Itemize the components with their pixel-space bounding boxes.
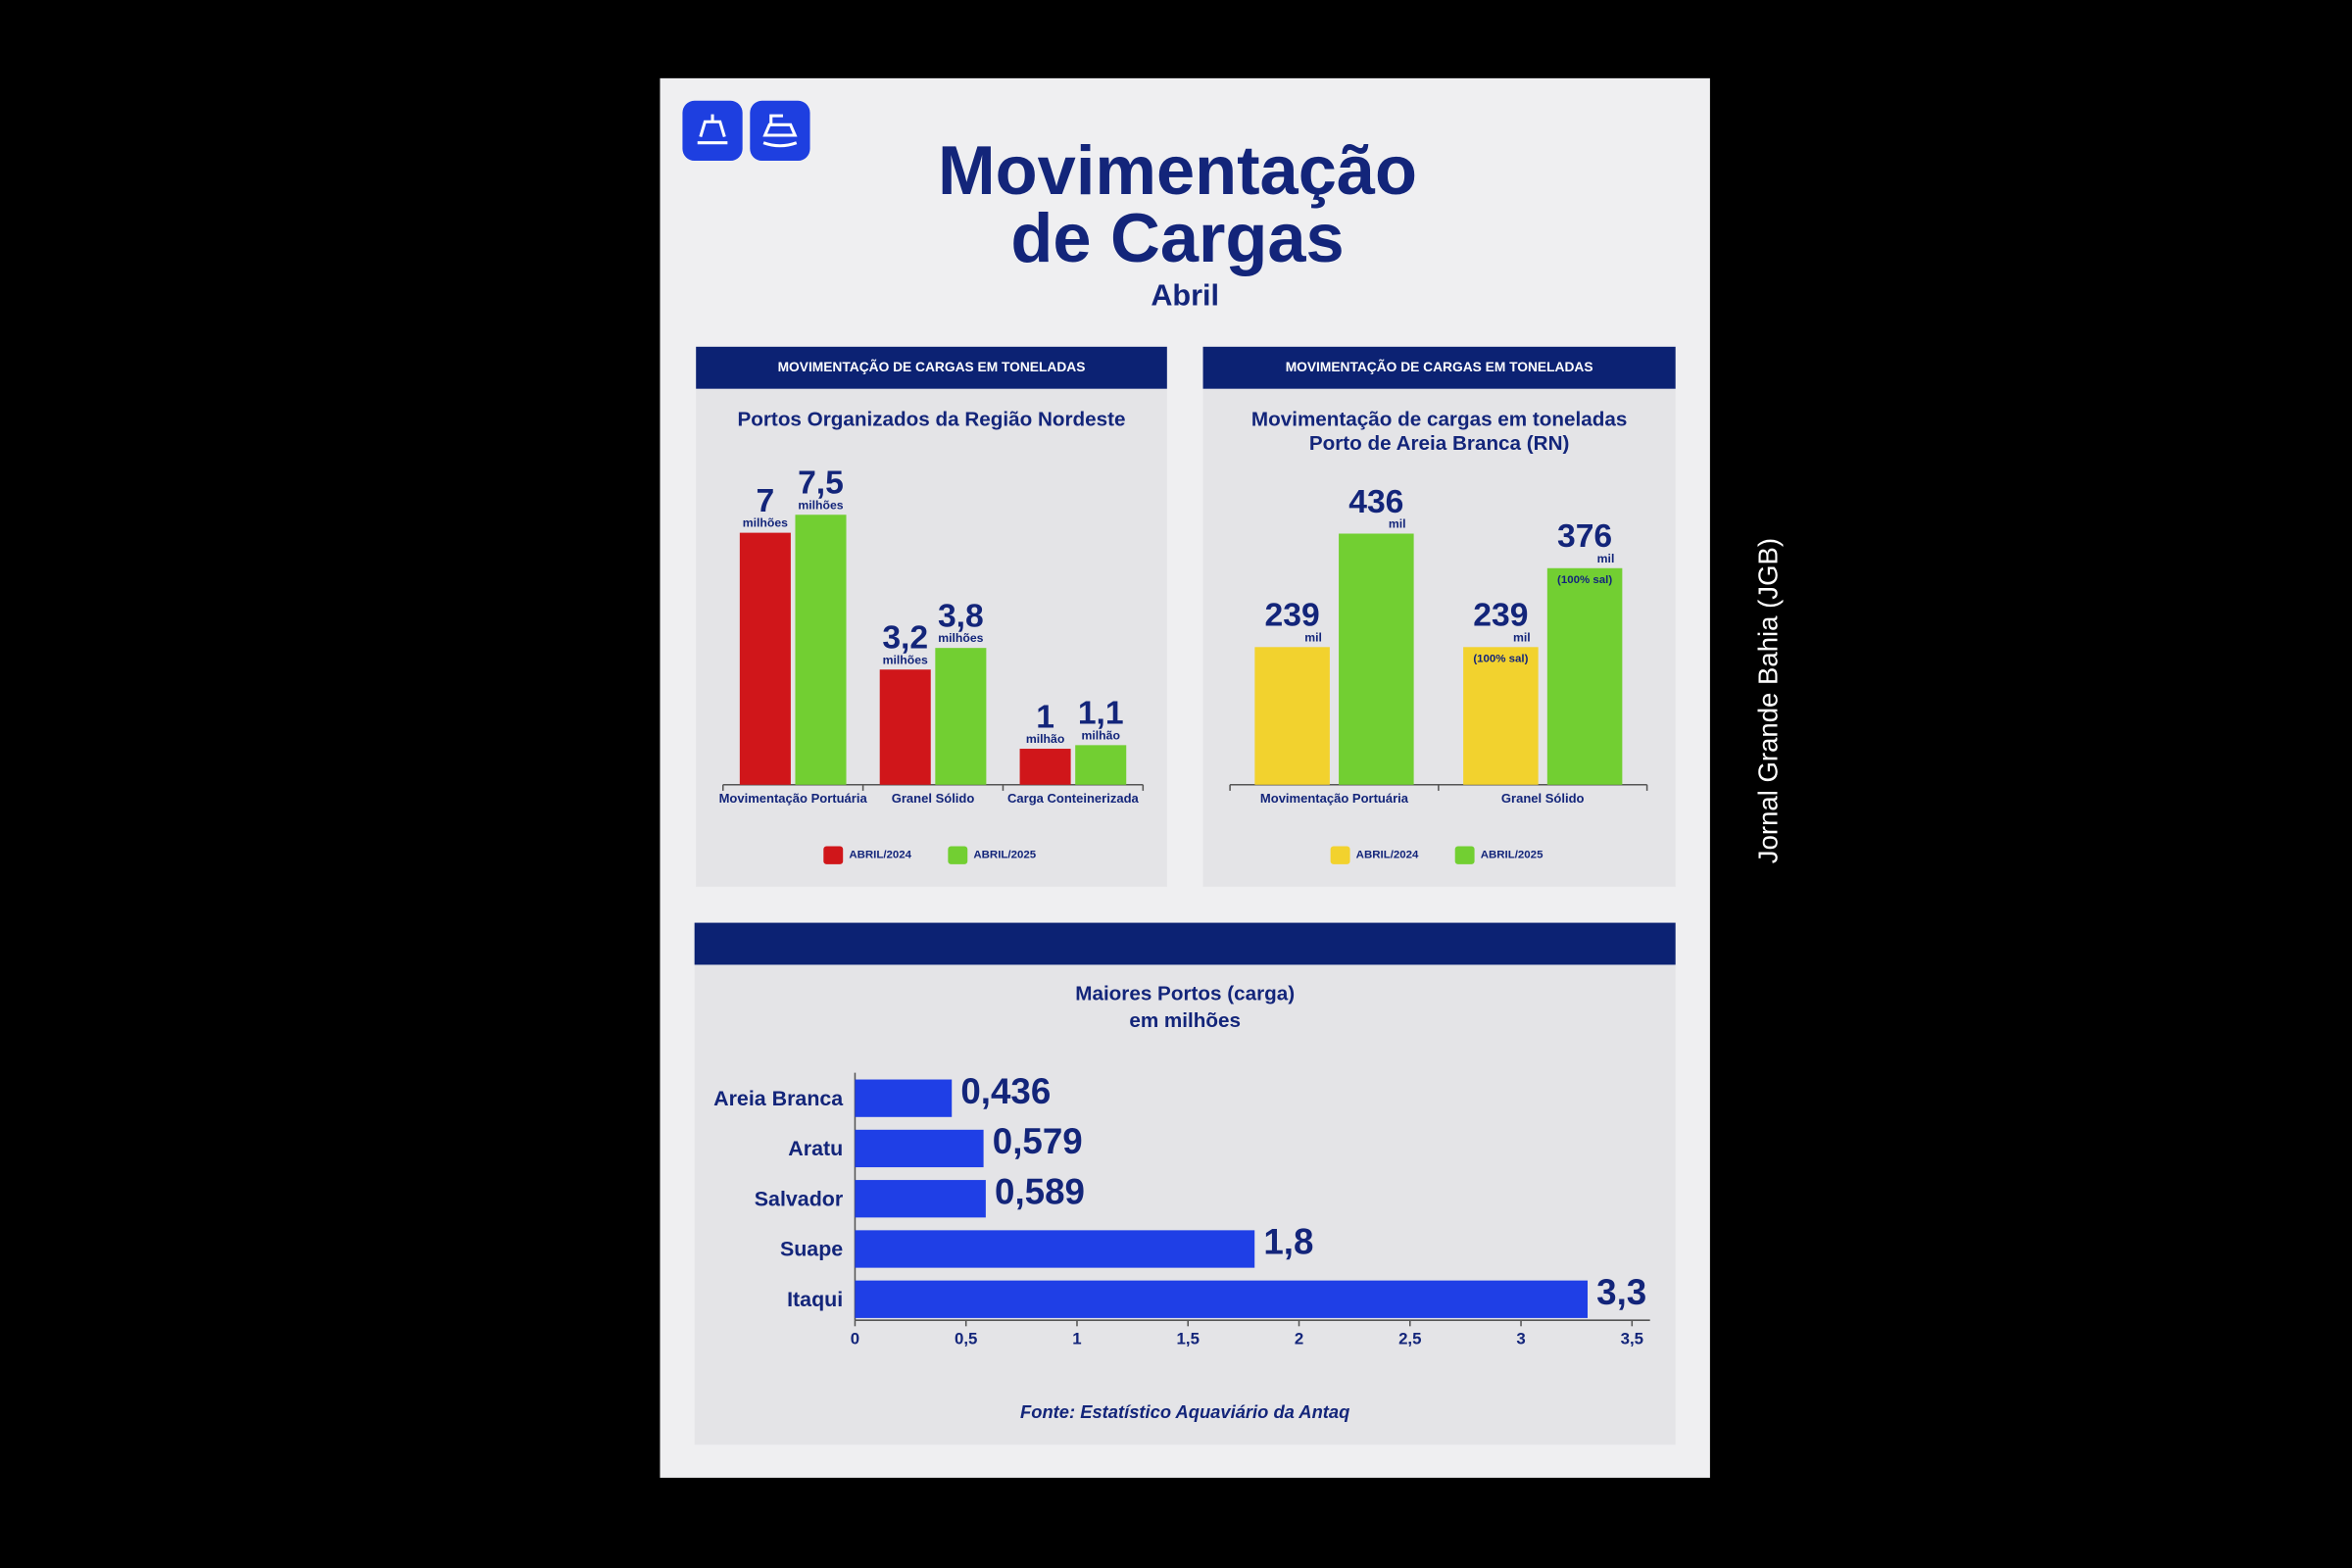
value-label: 0,589 — [995, 1171, 1085, 1211]
value-label: 0,579 — [993, 1121, 1083, 1161]
bar — [855, 1180, 986, 1218]
chart-title: Movimentação de cargas em toneladas — [1251, 408, 1627, 430]
x-tick-label: Granel Sólido — [891, 792, 975, 807]
value-unit: milhões — [883, 653, 928, 666]
bar — [855, 1280, 1588, 1318]
x-tick-label: Carga Conteinerizada — [1006, 792, 1139, 807]
value-label: 3,8 — [938, 598, 984, 634]
legend-label: ABRIL/2025 — [973, 850, 1036, 861]
value-label: 3,2 — [882, 619, 928, 656]
x-tick-label: Granel Sólido — [1500, 792, 1585, 807]
bar — [1546, 567, 1623, 785]
x-tick-label: 2 — [1295, 1330, 1303, 1348]
subtitle: Abril — [1151, 278, 1219, 312]
y-tick-label: Itaqui — [787, 1288, 843, 1311]
value-unit: mil — [1513, 630, 1531, 644]
value-unit: milhões — [798, 498, 843, 512]
bar — [795, 514, 847, 785]
icon — [750, 100, 810, 162]
bar — [1463, 647, 1539, 785]
bar — [1339, 533, 1414, 785]
legend-label: ABRIL/2024 — [1356, 850, 1419, 861]
value-label: 1 — [1036, 699, 1054, 735]
bar — [935, 648, 987, 785]
x-tick-label-text: Granel Sólido — [1500, 792, 1585, 807]
value-unit: mil — [1389, 517, 1406, 531]
value-label: 1,8 — [1263, 1222, 1313, 1262]
panel-header — [1202, 346, 1676, 389]
value-label: 436 — [1348, 484, 1403, 520]
x-tick-label: 2,5 — [1398, 1330, 1421, 1348]
panel-header — [694, 922, 1676, 965]
x-tick-label: 0,5 — [955, 1330, 977, 1348]
bar — [1019, 749, 1071, 785]
value-unit: milhão — [1026, 732, 1064, 746]
x-tick-label-text: Carga Conteinerizada — [1006, 792, 1139, 807]
bar-note: (100% sal) — [1473, 654, 1528, 665]
bar-note: (100% sal) — [1557, 574, 1612, 586]
bar — [855, 1129, 984, 1168]
y-tick-label: Suape — [780, 1238, 843, 1261]
legend-swatch — [1454, 846, 1475, 864]
value-unit: milhões — [938, 631, 983, 645]
chart-subtitle: Porto de Areia Branca (RN) — [1309, 432, 1570, 455]
bar — [1254, 647, 1330, 785]
x-tick-label: 3,5 — [1621, 1330, 1643, 1348]
y-tick-label: Aratu — [788, 1137, 843, 1160]
credit: Jornal Grande Bahia (JGB) — [1752, 538, 1783, 863]
value-label: 7,5 — [798, 466, 844, 502]
value-label: 3,3 — [1596, 1272, 1646, 1312]
value-label: 7 — [757, 483, 775, 519]
panel-header-text: MOVIMENTAÇÃO DE CARGAS EM TONELADAS — [778, 358, 1086, 374]
chart-title: Maiores Portos (carga) — [1075, 983, 1295, 1005]
value-label: 0,436 — [960, 1071, 1051, 1111]
value-unit: milhões — [743, 516, 788, 530]
value-unit: mil — [1597, 552, 1615, 565]
legend-label: ABRIL/2025 — [1481, 850, 1544, 861]
chart-title: Portos Organizados da Região Nordeste — [738, 408, 1126, 430]
value-label: 376 — [1557, 518, 1612, 555]
panel-header — [696, 346, 1167, 389]
x-tick-label: 0 — [851, 1330, 859, 1348]
x-tick-label-text: Movimentação Portuária — [1259, 792, 1409, 807]
bar — [739, 532, 791, 785]
x-tick-label-text: Movimentação Portuária — [718, 792, 867, 807]
x-tick-label: Movimentação Portuária — [718, 792, 867, 807]
legend-label: ABRIL/2024 — [849, 850, 911, 861]
icon — [682, 100, 743, 162]
x-tick-label: 3 — [1516, 1330, 1525, 1348]
title: Movimentação — [938, 131, 1417, 209]
value-label: 239 — [1473, 598, 1528, 634]
legend-swatch — [948, 846, 968, 864]
chart-subtitle: em milhões — [1129, 1009, 1241, 1032]
x-tick-label-text: Granel Sólido — [891, 792, 975, 807]
x-tick-label: 1 — [1072, 1330, 1081, 1348]
value-label: 239 — [1265, 598, 1320, 634]
value-unit: milhão — [1081, 728, 1119, 742]
x-tick-label: 1,5 — [1177, 1330, 1200, 1348]
panel-header-text: MOVIMENTAÇÃO DE CARGAS EM TONELADAS — [1286, 358, 1593, 374]
legend-swatch — [1330, 846, 1350, 864]
title: de Cargas — [1010, 199, 1344, 276]
bar — [879, 669, 931, 785]
value-label: 1,1 — [1078, 696, 1124, 732]
value-unit: mil — [1304, 630, 1322, 644]
bar — [855, 1079, 953, 1117]
bar — [855, 1230, 1255, 1268]
y-tick-label: Areia Branca — [713, 1087, 844, 1110]
y-tick-label: Salvador — [755, 1187, 843, 1210]
x-tick-label: Movimentação Portuária — [1259, 792, 1409, 807]
bar — [1075, 745, 1127, 785]
legend-swatch — [823, 846, 844, 864]
source: Fonte: Estatístico Aquaviário da Antaq — [1020, 1401, 1349, 1422]
